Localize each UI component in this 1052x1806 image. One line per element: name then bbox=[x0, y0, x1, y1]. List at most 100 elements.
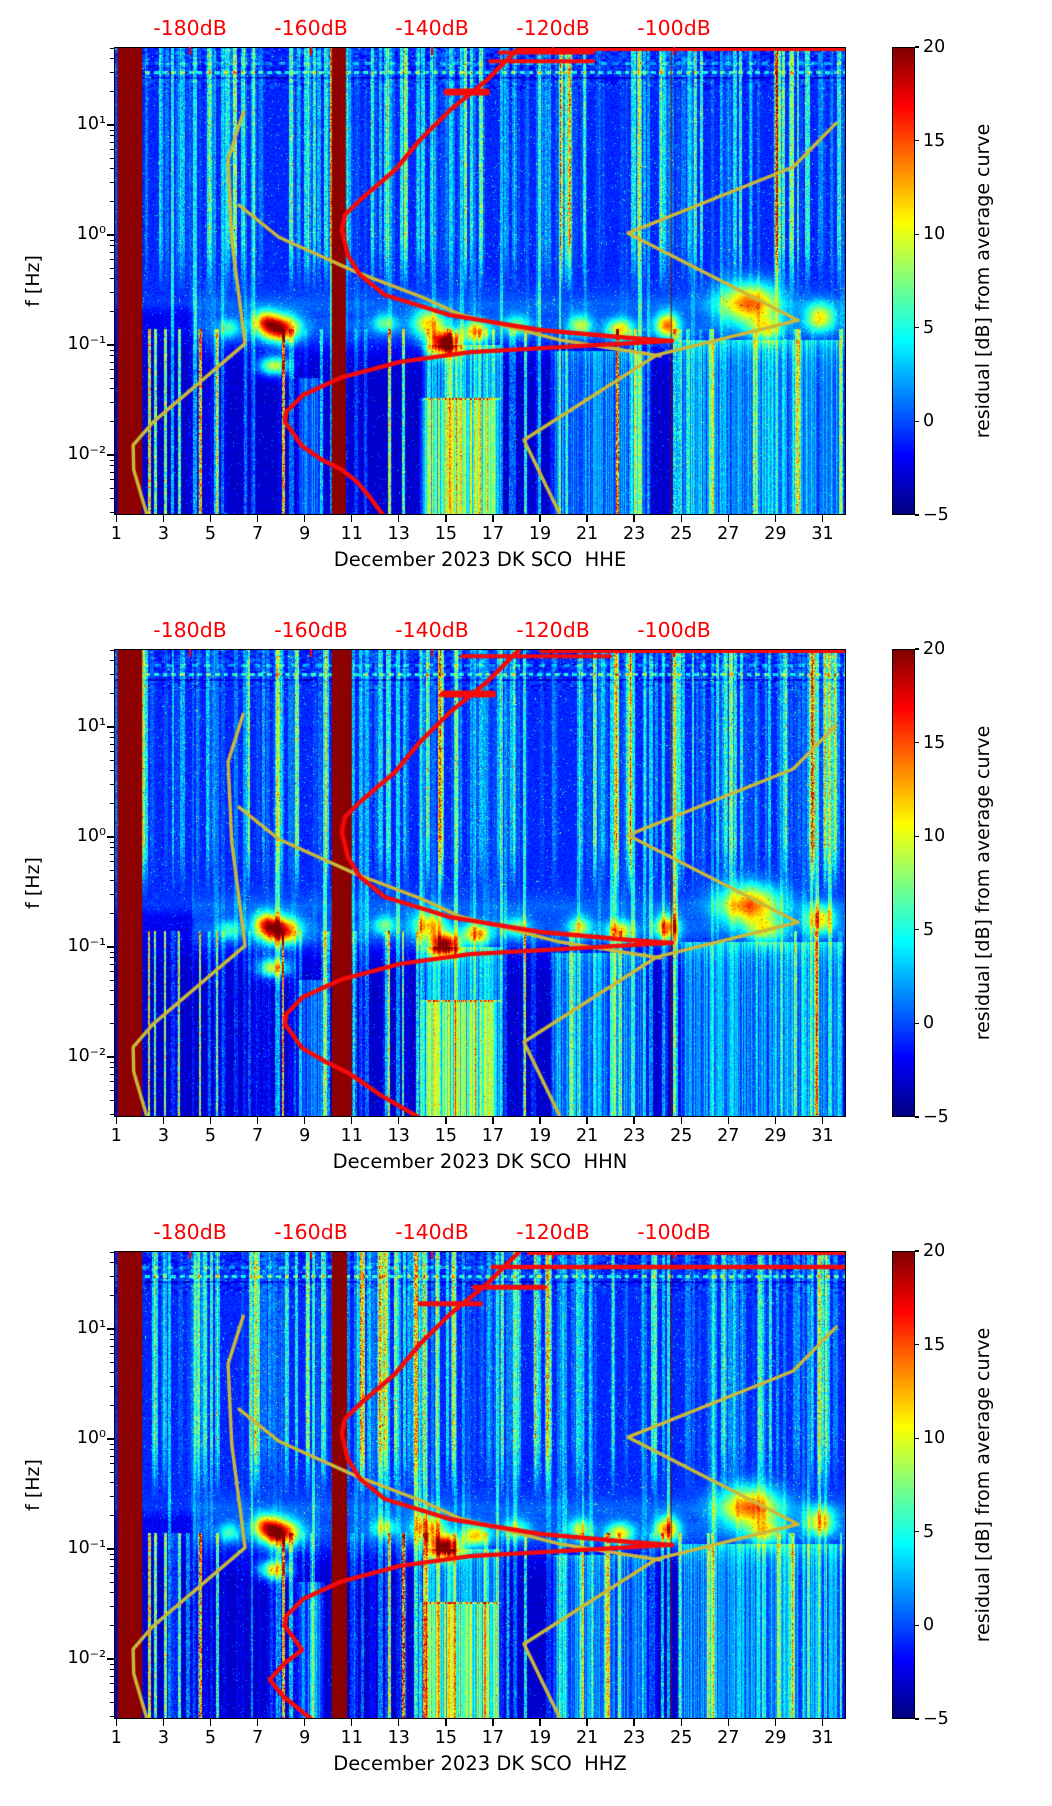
y-tick bbox=[107, 1548, 114, 1550]
x-axis-title: December 2023 DK SCO HHN bbox=[332, 1150, 628, 1173]
top-db-tick bbox=[672, 47, 676, 55]
top-db-tick bbox=[551, 649, 555, 657]
x-tick bbox=[209, 1719, 212, 1726]
colorbar bbox=[892, 649, 915, 1117]
y-minor-tick bbox=[110, 1669, 114, 1671]
colorbar-tick bbox=[915, 741, 919, 744]
y-minor-tick bbox=[110, 970, 114, 972]
x-tick bbox=[492, 1117, 494, 1124]
colorbar-tick-label: 20 bbox=[923, 37, 946, 57]
colorbar-label: residual [dB] from average curve bbox=[972, 1327, 994, 1643]
y-minor-tick bbox=[110, 1482, 114, 1484]
y-minor-tick bbox=[110, 181, 114, 184]
y-minor-tick bbox=[110, 511, 114, 514]
x-axis-title: December 2023 DK SCO HHZ bbox=[333, 1752, 627, 1775]
top-db-label: -100dB bbox=[637, 618, 711, 642]
x-tick-label: 21 bbox=[575, 524, 599, 544]
y-minor-tick bbox=[110, 245, 114, 247]
y-minor-tick bbox=[110, 58, 114, 60]
y-minor-tick bbox=[110, 1572, 114, 1574]
x-tick bbox=[821, 1117, 824, 1124]
colorbar-tick bbox=[915, 1718, 919, 1720]
x-tick bbox=[445, 1117, 447, 1124]
colorbar-gradient bbox=[892, 649, 915, 1117]
x-tick bbox=[256, 1719, 259, 1726]
y-minor-tick bbox=[110, 1495, 114, 1498]
top-db-tick bbox=[188, 47, 192, 55]
y-axis-label: f [Hz] bbox=[22, 1459, 44, 1511]
x-tick-label: 5 bbox=[204, 1728, 217, 1748]
y-tick-label: 10⁰ bbox=[76, 1428, 106, 1449]
y-minor-tick bbox=[110, 311, 114, 313]
y-minor-tick bbox=[110, 743, 114, 745]
top-db-label: -160dB bbox=[274, 1220, 348, 1244]
x-tick bbox=[398, 1117, 400, 1124]
x-tick-label: 13 bbox=[387, 1126, 410, 1146]
top-db-label: -180dB bbox=[153, 16, 227, 40]
x-tick-label: 7 bbox=[251, 1126, 264, 1146]
x-tick-label: 31 bbox=[811, 524, 834, 544]
colorbar-tick-label: 5 bbox=[923, 1521, 935, 1542]
y-tick bbox=[107, 234, 114, 236]
top-db-label: -180dB bbox=[153, 1220, 227, 1244]
colorbar-tick bbox=[915, 1624, 919, 1627]
y-minor-tick bbox=[110, 1003, 114, 1006]
x-tick-label: 27 bbox=[717, 1126, 740, 1146]
colorbar-tick bbox=[915, 1022, 919, 1025]
y-minor-tick bbox=[110, 1352, 114, 1354]
colorbar-tick-label: 20 bbox=[923, 639, 946, 659]
y-minor-tick bbox=[110, 368, 114, 370]
x-tick-label: 11 bbox=[340, 1728, 363, 1748]
x-tick bbox=[633, 1719, 635, 1726]
x-tick-label: 17 bbox=[481, 524, 505, 544]
y-minor-tick bbox=[110, 731, 114, 733]
y-minor-tick bbox=[110, 401, 114, 404]
colorbar-tick-label: 15 bbox=[923, 130, 946, 151]
y-minor-tick bbox=[110, 1061, 114, 1063]
y-minor-tick bbox=[110, 361, 114, 363]
x-tick bbox=[256, 515, 259, 522]
y-tick-label: 10⁰ bbox=[76, 224, 106, 245]
x-tick bbox=[586, 1117, 588, 1124]
y-minor-tick bbox=[110, 750, 114, 752]
y-tick-label: 10⁻¹ bbox=[67, 1538, 106, 1559]
x-tick-label: 27 bbox=[717, 1728, 740, 1748]
x-tick bbox=[539, 515, 541, 522]
y-minor-tick bbox=[110, 693, 114, 695]
y-minor-tick bbox=[110, 251, 114, 253]
x-tick-label: 25 bbox=[670, 524, 693, 544]
y-minor-tick bbox=[110, 459, 114, 461]
top-db-tick bbox=[430, 47, 434, 55]
x-tick bbox=[492, 1719, 494, 1726]
x-tick-label: 19 bbox=[528, 1728, 552, 1748]
x-tick bbox=[162, 515, 165, 522]
y-minor-tick bbox=[110, 291, 114, 294]
colorbar-tick bbox=[915, 1343, 919, 1346]
x-tick-label: 13 bbox=[387, 524, 410, 544]
x-tick bbox=[209, 515, 212, 522]
y-minor-tick bbox=[110, 649, 114, 651]
colorbar-tick bbox=[915, 1250, 919, 1252]
y-tick bbox=[107, 836, 114, 838]
colorbar-tick bbox=[915, 648, 919, 650]
spectrogram-panel-HHN: f [Hz] December 2023 DK SCO HHN residual… bbox=[0, 602, 1052, 1204]
y-minor-tick bbox=[110, 478, 114, 480]
x-tick bbox=[162, 1719, 165, 1726]
y-axis-label: f [Hz] bbox=[22, 857, 44, 909]
y-minor-tick bbox=[110, 349, 114, 351]
x-tick-label: 13 bbox=[387, 1728, 410, 1748]
x-tick-label: 25 bbox=[670, 1728, 693, 1748]
x-tick bbox=[727, 1719, 729, 1726]
y-minor-tick bbox=[110, 737, 114, 739]
y-minor-tick bbox=[110, 1605, 114, 1608]
x-tick-label: 15 bbox=[434, 1126, 457, 1146]
colorbar-tick bbox=[915, 835, 919, 837]
x-tick bbox=[680, 1117, 682, 1124]
spectrogram-canvas bbox=[114, 649, 846, 1117]
top-db-tick bbox=[551, 1251, 555, 1259]
colorbar-tick-label: 0 bbox=[923, 1615, 935, 1636]
x-tick-label: 9 bbox=[299, 524, 311, 544]
colorbar-gradient bbox=[892, 1251, 915, 1719]
x-tick-label: 3 bbox=[157, 1126, 169, 1146]
x-tick-label: 17 bbox=[481, 1126, 505, 1146]
